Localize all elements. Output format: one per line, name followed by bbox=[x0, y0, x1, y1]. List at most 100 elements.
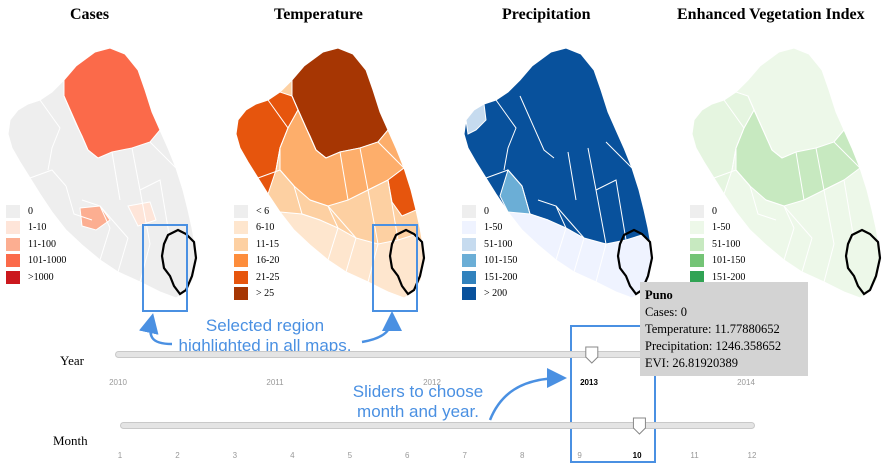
region-border bbox=[367, 179, 399, 241]
annotation-sliders-line-1: Sliders to choose bbox=[352, 382, 484, 401]
region-south[interactable] bbox=[506, 211, 653, 299]
map-evi[interactable] bbox=[684, 30, 884, 310]
legend-label: 101-150 bbox=[484, 255, 518, 267]
month-tick-7[interactable]: 7 bbox=[462, 451, 467, 460]
legend-swatch bbox=[462, 237, 476, 251]
legend-label: 16-20 bbox=[256, 255, 280, 267]
legend-label: 151-200 bbox=[712, 271, 746, 283]
region-border bbox=[99, 227, 111, 261]
legend-row: 151-200 bbox=[462, 269, 517, 286]
month-tick-9[interactable]: 9 bbox=[577, 451, 582, 460]
legend-row: 11-15 bbox=[234, 236, 279, 253]
region-south[interactable] bbox=[278, 211, 425, 299]
arrow-to-cases-box bbox=[138, 313, 173, 346]
legend-label: 51-100 bbox=[484, 238, 513, 250]
legend-swatch bbox=[6, 221, 20, 235]
month-tick-3[interactable]: 3 bbox=[232, 451, 238, 460]
legend-row: 11-100 bbox=[6, 236, 66, 253]
region-border bbox=[801, 237, 813, 273]
legend-row: > 25 bbox=[234, 286, 279, 303]
month-tick-11[interactable]: 11 bbox=[690, 451, 699, 460]
region-border bbox=[345, 237, 357, 273]
legend-row: 16-20 bbox=[234, 253, 279, 270]
legend-label: 1-10 bbox=[28, 222, 47, 234]
region-coast-light[interactable] bbox=[465, 103, 487, 135]
year-tick-2014[interactable]: 2014 bbox=[737, 378, 755, 387]
map-cases[interactable] bbox=[0, 30, 200, 310]
legend-label: 151-200 bbox=[484, 271, 518, 283]
legend-swatch bbox=[690, 254, 704, 268]
map-precipitation[interactable] bbox=[456, 30, 656, 310]
legend-swatch bbox=[462, 270, 476, 284]
tooltip-temperature: Temperature: 11.77880652 bbox=[645, 322, 780, 336]
legend-row: 1-10 bbox=[6, 220, 66, 237]
month-tick-10[interactable]: 10 bbox=[632, 451, 642, 460]
month-tick-5[interactable]: 5 bbox=[347, 451, 353, 460]
region-border bbox=[117, 237, 129, 273]
legend-swatch bbox=[6, 270, 20, 284]
legend-row: 101-1000 bbox=[6, 253, 66, 270]
region-border bbox=[519, 95, 555, 159]
region-border bbox=[139, 243, 151, 283]
month-tick-2[interactable]: 2 bbox=[175, 451, 180, 460]
month-tick-6[interactable]: 6 bbox=[405, 451, 410, 460]
month-tick-8[interactable]: 8 bbox=[519, 451, 525, 460]
year-tick-2010[interactable]: 2010 bbox=[109, 378, 127, 387]
legend-row: 101-150 bbox=[462, 253, 517, 270]
month-tick-12[interactable]: 12 bbox=[747, 451, 757, 460]
legend-row: 0 bbox=[6, 203, 66, 220]
legend-swatch bbox=[690, 237, 704, 251]
year-tick-2013[interactable]: 2013 bbox=[580, 378, 598, 387]
region-border bbox=[139, 179, 171, 241]
legend-label: 0 bbox=[28, 205, 33, 217]
month-slider-track[interactable] bbox=[120, 422, 755, 429]
legend-row: 21-25 bbox=[234, 269, 279, 286]
region-border bbox=[327, 227, 339, 261]
month-slider-label: Month bbox=[53, 433, 88, 448]
legend-label: 6-10 bbox=[256, 222, 275, 234]
legend-label: > 25 bbox=[256, 288, 275, 300]
legend-row: >1000 bbox=[6, 269, 66, 286]
legend-swatch bbox=[234, 237, 248, 251]
year-tick-2012[interactable]: 2012 bbox=[423, 378, 441, 387]
year-tick-2011[interactable]: 2011 bbox=[266, 378, 284, 387]
legend-row: 0 bbox=[690, 203, 745, 220]
selected-region-puno[interactable] bbox=[616, 228, 654, 296]
legend-label: > 200 bbox=[484, 288, 508, 300]
region-border bbox=[39, 99, 61, 171]
highlight-box-sliders bbox=[570, 325, 656, 463]
legend-label: 101-150 bbox=[712, 255, 746, 267]
month-tick-1[interactable]: 1 bbox=[117, 451, 123, 460]
legend-swatch bbox=[234, 254, 248, 268]
region-tooltip: Puno Cases: 0 Temperature: 11.77880652 P… bbox=[640, 282, 808, 376]
region-border bbox=[833, 141, 861, 169]
annotation-sliders-line-2: month and year. bbox=[357, 402, 479, 421]
legend-precipitation: 0 1-50 51-100 101-150 151-200 > 200 bbox=[462, 203, 517, 302]
legend-label: 0 bbox=[484, 205, 489, 217]
tooltip-precipitation: Precipitation: 1246.358652 bbox=[645, 339, 782, 353]
selected-region-puno[interactable] bbox=[388, 228, 426, 296]
arrow-to-temperature-box bbox=[361, 311, 402, 344]
legend-row: 51-100 bbox=[462, 236, 517, 253]
highlight-box-temperature bbox=[372, 224, 418, 312]
legend-label: < 6 bbox=[256, 205, 270, 217]
legend-swatch bbox=[462, 221, 476, 235]
legend-evi: 0 1-50 51-100 101-150 151-200 bbox=[690, 203, 745, 286]
legend-row: 1-50 bbox=[462, 220, 517, 237]
legend-label: 1-50 bbox=[484, 222, 503, 234]
month-tick-4[interactable]: 4 bbox=[290, 451, 295, 460]
legend-label: 0 bbox=[712, 205, 717, 217]
legend-label: 11-15 bbox=[256, 238, 279, 250]
legend-row: 0 bbox=[462, 203, 517, 220]
region-border bbox=[521, 185, 549, 221]
selected-region-puno[interactable] bbox=[844, 228, 882, 296]
legend-swatch bbox=[462, 287, 476, 301]
legend-label: 1-50 bbox=[712, 222, 731, 234]
map-title-cases: Cases bbox=[70, 6, 110, 23]
legend-swatch bbox=[6, 204, 20, 218]
map-temperature[interactable] bbox=[228, 30, 428, 310]
legend-label: 21-25 bbox=[256, 271, 280, 283]
region-border bbox=[63, 95, 99, 159]
region-border bbox=[595, 179, 627, 241]
legend-swatch bbox=[462, 254, 476, 268]
